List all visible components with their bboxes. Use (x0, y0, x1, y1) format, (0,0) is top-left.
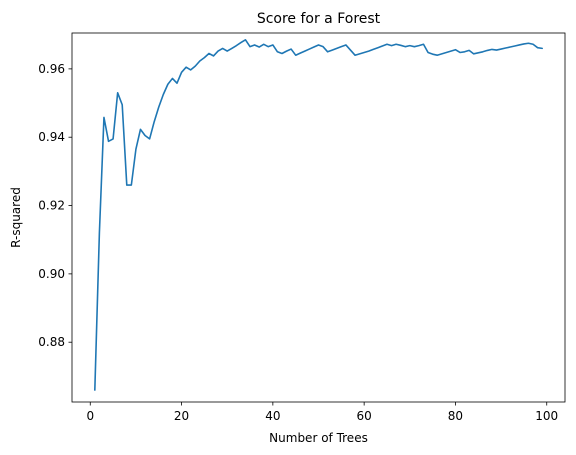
x-tick-label: 60 (357, 409, 372, 423)
x-tick-label: 0 (86, 409, 94, 423)
chart-title: Score for a Forest (257, 11, 381, 27)
plot-frame (71, 32, 566, 403)
x-tick-label: 100 (535, 409, 558, 423)
y-tick-label: 0.90 (38, 267, 65, 281)
y-tick-label: 0.96 (38, 62, 65, 76)
ticks-layer: 0 20 40 60 80 100 0.88 0.90 0.92 0.94 0.96 (38, 62, 558, 423)
x-tick-label: 80 (448, 409, 463, 423)
y-tick-label: 0.92 (38, 199, 65, 213)
x-axis-label: Number of Trees (269, 431, 368, 445)
x-tick-label: 40 (265, 409, 280, 423)
y-tick-label: 0.88 (38, 335, 65, 349)
x-tick-label: 20 (174, 409, 189, 423)
series-line (94, 39, 543, 391)
y-tick-label: 0.94 (38, 130, 65, 144)
plot-area (72, 33, 565, 402)
y-axis-label: R-squared (9, 187, 23, 248)
data-layer (94, 39, 543, 391)
